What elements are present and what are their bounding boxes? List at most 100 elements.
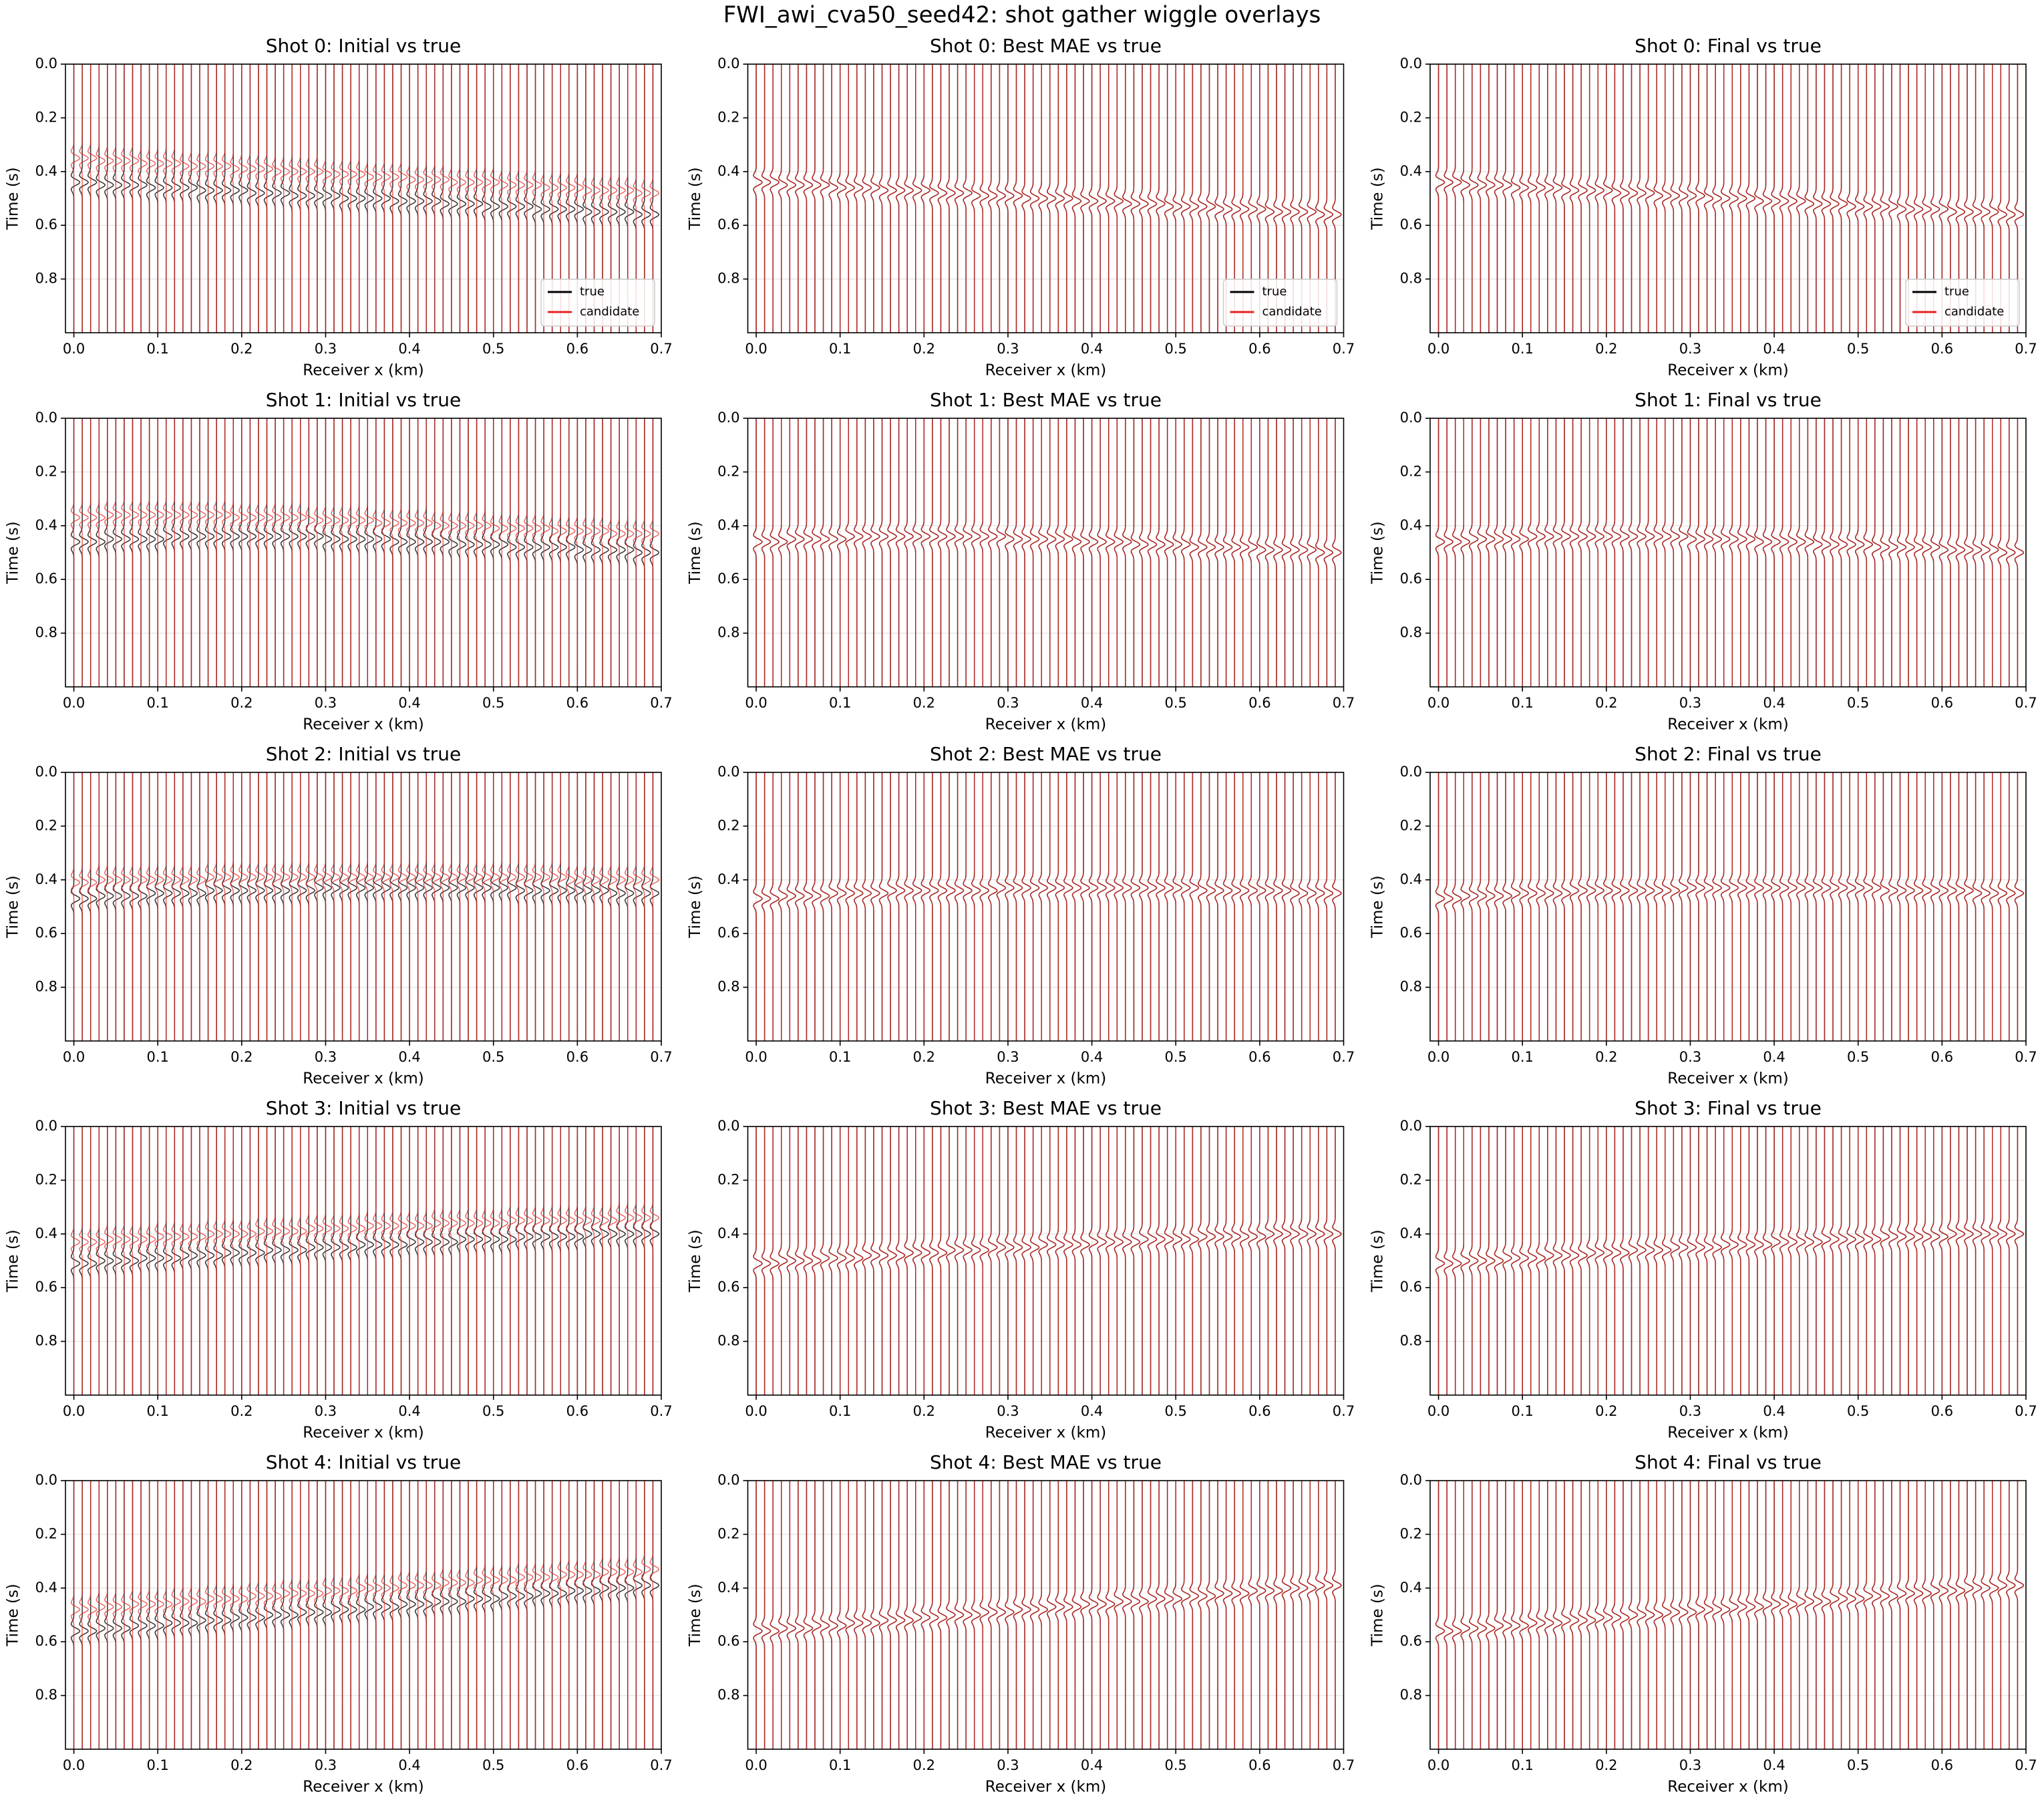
trace bbox=[1164, 1481, 1174, 1749]
trace bbox=[574, 772, 584, 1042]
trace bbox=[1198, 418, 1208, 687]
y-tick-label: 0.0 bbox=[717, 1472, 739, 1488]
trace bbox=[440, 1126, 450, 1395]
y-tick-label: 0.0 bbox=[35, 1472, 57, 1488]
trace bbox=[297, 772, 307, 1041]
x-tick-label: 0.7 bbox=[1333, 341, 1355, 357]
x-tick-label: 0.0 bbox=[745, 1757, 767, 1773]
trace bbox=[1156, 1481, 1166, 1750]
trace bbox=[456, 1126, 467, 1395]
trace bbox=[1323, 1126, 1334, 1395]
trace bbox=[364, 1481, 375, 1749]
trace bbox=[1603, 64, 1613, 333]
trace bbox=[1997, 1481, 2008, 1749]
y-tick-label: 0.2 bbox=[1400, 109, 1422, 125]
x-tick-label: 0.4 bbox=[398, 1403, 420, 1419]
trace bbox=[1838, 772, 1848, 1042]
trace bbox=[988, 1481, 998, 1750]
trace bbox=[1947, 418, 1957, 687]
trace bbox=[280, 64, 291, 333]
trace bbox=[1603, 772, 1613, 1041]
trace bbox=[1536, 1481, 1546, 1749]
panel: 0.0 0.2 0.4 0.6 0.8 0.0 0.1 0.2 0.3 0.4 0.5 0.6 0.7 S… bbox=[5, 743, 673, 1088]
trace bbox=[1594, 1481, 1605, 1750]
trace bbox=[1231, 772, 1242, 1042]
y-tick-label: 0.0 bbox=[1400, 764, 1422, 780]
trace bbox=[887, 1126, 897, 1396]
trace bbox=[625, 1481, 635, 1750]
trace bbox=[381, 64, 391, 333]
trace bbox=[406, 418, 416, 687]
trace bbox=[490, 64, 500, 333]
trace bbox=[828, 64, 838, 333]
axes-frame bbox=[747, 1126, 1345, 1396]
trace bbox=[1972, 1126, 1983, 1395]
trace bbox=[246, 418, 257, 687]
x-tick-label: 0.4 bbox=[1081, 1757, 1103, 1773]
trace bbox=[1222, 1126, 1233, 1395]
trace bbox=[188, 1481, 198, 1749]
trace bbox=[887, 1481, 897, 1750]
x-tick-label: 0.5 bbox=[1165, 1049, 1187, 1065]
trace bbox=[70, 64, 81, 333]
x-tick-label: 0.3 bbox=[1679, 695, 1701, 711]
trace bbox=[1071, 64, 1082, 333]
trace bbox=[1896, 418, 1907, 687]
x-tick-label: 0.4 bbox=[1763, 1049, 1785, 1065]
trace bbox=[70, 1126, 81, 1395]
x-tick-label: 0.3 bbox=[997, 1049, 1019, 1065]
trace bbox=[1872, 64, 1882, 333]
trace bbox=[2006, 1126, 2016, 1395]
trace bbox=[339, 772, 349, 1041]
x-tick-label: 0.4 bbox=[1763, 341, 1785, 357]
y-tick-label: 0.2 bbox=[717, 1525, 739, 1541]
trace bbox=[770, 772, 780, 1041]
trace bbox=[1721, 64, 1731, 333]
trace bbox=[1779, 1481, 1790, 1749]
trace bbox=[1114, 64, 1124, 333]
trace bbox=[590, 1481, 601, 1749]
y-tick-label: 0.2 bbox=[1400, 463, 1422, 479]
trace bbox=[490, 1126, 500, 1395]
trace bbox=[1796, 418, 1806, 687]
x-tick-label: 0.0 bbox=[1427, 341, 1450, 357]
x-axis-label: Receiver x (km) bbox=[303, 1424, 423, 1442]
trace bbox=[912, 1481, 922, 1750]
trace bbox=[1264, 64, 1275, 333]
trace bbox=[607, 1481, 618, 1749]
trace bbox=[1594, 64, 1605, 333]
trace bbox=[331, 64, 341, 333]
trace bbox=[1637, 64, 1647, 333]
trace bbox=[1544, 418, 1554, 688]
trace bbox=[1762, 418, 1773, 688]
trace bbox=[507, 772, 517, 1041]
x-tick-label: 0.4 bbox=[398, 341, 420, 357]
trace bbox=[1469, 772, 1479, 1042]
panel: 0.0 0.2 0.4 0.6 0.8 0.0 0.1 0.2 0.3 0.4 0.5 0.6 0.7 S… bbox=[1369, 35, 2037, 380]
trace bbox=[1762, 1126, 1773, 1396]
trace bbox=[1130, 1126, 1141, 1396]
trace bbox=[1164, 64, 1174, 333]
trace bbox=[1544, 1126, 1554, 1396]
trace bbox=[1502, 1126, 1512, 1395]
trace bbox=[1737, 1126, 1747, 1396]
trace bbox=[582, 1481, 592, 1749]
x-tick-label: 0.2 bbox=[230, 1403, 252, 1419]
trace bbox=[1222, 418, 1233, 687]
trace bbox=[1855, 418, 1865, 687]
trace bbox=[1729, 418, 1739, 687]
trace bbox=[878, 64, 889, 333]
trace bbox=[979, 1481, 990, 1749]
trace bbox=[1544, 772, 1554, 1042]
trace bbox=[778, 64, 788, 333]
trace bbox=[1997, 64, 2008, 333]
trace bbox=[1172, 1126, 1183, 1395]
y-tick-label: 0.4 bbox=[35, 1580, 57, 1596]
panel: 0.0 0.2 0.4 0.6 0.8 0.0 0.1 0.2 0.3 0.4 0.5 0.6 0.7 S… bbox=[5, 35, 673, 380]
trace bbox=[163, 1481, 173, 1749]
panel-title: Shot 3: Final vs true bbox=[1635, 1097, 1822, 1119]
trace bbox=[1787, 418, 1798, 688]
trace bbox=[803, 64, 814, 333]
trace bbox=[465, 418, 475, 687]
trace bbox=[1231, 1126, 1242, 1396]
